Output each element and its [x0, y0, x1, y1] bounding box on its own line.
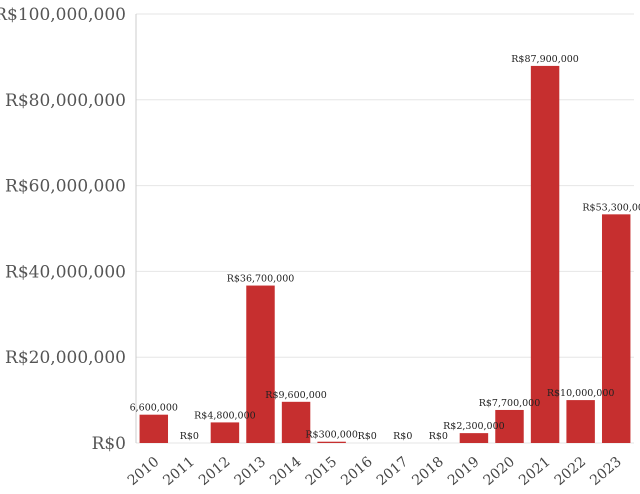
bar-2010	[139, 414, 169, 443]
bar-2012	[210, 422, 240, 443]
bar-2020	[495, 409, 524, 443]
bar-2015	[317, 441, 346, 443]
data-label-2022: R$10,000,000	[547, 388, 615, 399]
x-tick-label: 2012	[196, 454, 234, 489]
bar-2023	[601, 214, 631, 443]
x-tick-label: 2023	[587, 454, 625, 489]
x-tick-label: 2015	[303, 454, 341, 489]
x-axis-ticks: 2010201120122013201420152016201720182019…	[125, 454, 625, 489]
bar-2022	[566, 400, 595, 443]
bars	[139, 65, 631, 443]
data-label-2015: R$300,000	[305, 430, 357, 441]
y-tick-label: R$100,000,000	[0, 5, 126, 25]
data-label-2016: R$0	[358, 431, 377, 442]
data-label-2019: R$2,300,000	[443, 421, 505, 432]
bar-2014	[281, 401, 311, 443]
data-label-2020: R$7,700,000	[479, 398, 541, 409]
data-label-2013: R$36,700,000	[227, 274, 295, 285]
data-label-2017: R$0	[393, 431, 412, 442]
x-tick-label: 2017	[374, 454, 412, 489]
x-tick-label: 2018	[409, 454, 447, 489]
x-tick-label: 2020	[480, 454, 518, 489]
data-label-2023: R$53,300,000	[582, 202, 640, 213]
y-tick-label: R$20,000,000	[5, 348, 126, 368]
data-label-2010: 6,600,000	[130, 403, 178, 414]
x-tick-label: 2021	[516, 454, 554, 489]
y-axis-ticks: R$0 R$20,000,000 R$40,000,000 R$60,000,000 R…	[0, 5, 126, 454]
y-tick-label: R$40,000,000	[5, 262, 126, 282]
x-tick-label: 2019	[445, 454, 483, 489]
x-tick-label: 2010	[125, 454, 163, 489]
y-tick-label: R$60,000,000	[5, 177, 126, 197]
y-tick-label: R$0	[92, 434, 126, 454]
x-tick-label: 2022	[552, 454, 590, 489]
y-tick-label: R$80,000,000	[5, 91, 126, 111]
x-tick-label: 2016	[338, 454, 376, 489]
data-label-2018: R$0	[429, 431, 448, 442]
x-tick-label: 2011	[160, 454, 198, 489]
bar-2019	[459, 433, 489, 443]
bar-2021	[530, 65, 560, 443]
data-labels: 6,600,000 R$0 R$4,800,000 R$36,700,000 R$9,6…	[130, 54, 640, 442]
bar-2013	[246, 285, 275, 443]
data-label-2014: R$9,600,000	[265, 390, 327, 401]
data-label-2012: R$4,800,000	[194, 410, 256, 421]
x-tick-label: 2013	[231, 454, 269, 489]
data-label-2021: R$87,900,000	[511, 54, 579, 65]
data-label-2011: R$0	[180, 431, 199, 442]
x-tick-label: 2014	[267, 454, 305, 489]
